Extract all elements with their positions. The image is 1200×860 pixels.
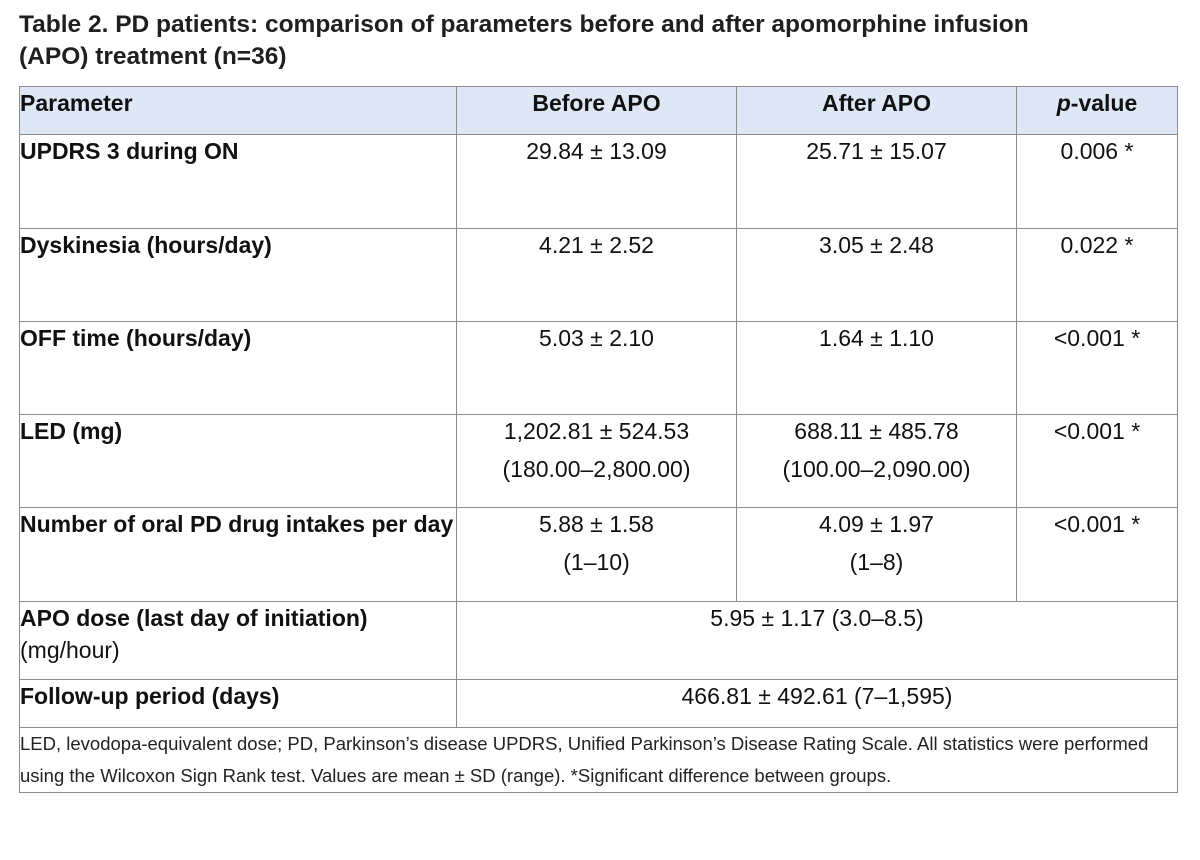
row-after-mean: 688.11 ± 485.78 <box>794 418 959 444</box>
row-before: 1,202.81 ± 524.53 (180.00–2,800.00) <box>456 414 737 508</box>
row-before: 5.88 ± 1.58 (1–10) <box>456 507 737 602</box>
row-after: 688.11 ± 485.78 (100.00–2,090.00) <box>736 414 1017 508</box>
row-before-range: (1–10) <box>563 549 630 575</box>
row-parameter: Dyskinesia (hours/day) <box>19 228 457 322</box>
caption-line-2: (APO) treatment (n=36) <box>19 43 287 70</box>
row-after-mean: 4.09 ± 1.97 <box>819 511 934 537</box>
results-table: Parameter Before APO After APO p-value U… <box>19 86 1178 793</box>
follow-up-parameter: Follow-up period (days) <box>19 679 457 728</box>
row-p-value: <0.001 * <box>1016 414 1178 508</box>
apo-dose-value: 5.95 ± 1.17 (3.0–8.5) <box>456 601 1178 680</box>
row-after-range: (1–8) <box>849 549 904 575</box>
table-footnote: LED, levodopa-equivalent dose; PD, Parki… <box>19 727 1178 793</box>
apo-dose-row: APO dose (last day of initiation) (mg/ho… <box>19 601 1178 680</box>
row-before-mean: 1,202.81 ± 524.53 <box>503 418 690 444</box>
header-row: Parameter Before APO After APO p-value <box>19 86 1178 135</box>
row-parameter: Number of oral PD drug intakes per day <box>19 507 457 602</box>
follow-up-row: Follow-up period (days) 466.81 ± 492.61 … <box>19 679 1178 728</box>
follow-up-value: 466.81 ± 492.61 (7–1,595) <box>456 679 1178 728</box>
row-p-value: <0.001 * <box>1016 507 1178 602</box>
row-after: 3.05 ± 2.48 <box>736 228 1017 322</box>
row-before-mean: 5.88 ± 1.58 <box>539 511 654 537</box>
row-after: 1.64 ± 1.10 <box>736 321 1017 415</box>
header-before: Before APO <box>456 86 737 135</box>
row-after-range: (100.00–2,090.00) <box>782 456 971 482</box>
row-before: 4.21 ± 2.52 <box>456 228 737 322</box>
header-p-value: p-value <box>1016 86 1178 135</box>
header-p-rest: -value <box>1070 90 1138 116</box>
row-after: 4.09 ± 1.97 (1–8) <box>736 507 1017 602</box>
table-row: UPDRS 3 during ON 29.84 ± 13.09 25.71 ± … <box>19 134 1178 229</box>
row-before: 5.03 ± 2.10 <box>456 321 737 415</box>
table-row: Number of oral PD drug intakes per day 5… <box>19 507 1178 602</box>
row-parameter: OFF time (hours/day) <box>19 321 457 415</box>
row-parameter: LED (mg) <box>19 414 457 508</box>
apo-dose-unit: (mg/hour) <box>20 637 120 663</box>
table-row: Dyskinesia (hours/day) 4.21 ± 2.52 3.05 … <box>19 228 1178 322</box>
row-after: 25.71 ± 15.07 <box>736 134 1017 229</box>
row-parameter: UPDRS 3 during ON <box>19 134 457 229</box>
row-p-value: 0.022 * <box>1016 228 1178 322</box>
apo-dose-parameter: APO dose (last day of initiation) (mg/ho… <box>19 601 457 680</box>
footnote-row: LED, levodopa-equivalent dose; PD, Parki… <box>19 727 1178 793</box>
caption-line-1: Table 2. PD patients: comparison of para… <box>19 11 1029 38</box>
table-row: OFF time (hours/day) 5.03 ± 2.10 1.64 ± … <box>19 321 1178 415</box>
row-p-value: 0.006 * <box>1016 134 1178 229</box>
header-p-italic: p <box>1056 90 1071 116</box>
row-before: 29.84 ± 13.09 <box>456 134 737 229</box>
table-row: LED (mg) 1,202.81 ± 524.53 (180.00–2,800… <box>19 414 1178 508</box>
header-parameter: Parameter <box>19 86 457 135</box>
table-caption: Table 2. PD patients: comparison of para… <box>19 9 1179 73</box>
apo-dose-label: APO dose (last day of initiation) <box>20 605 368 631</box>
row-before-range: (180.00–2,800.00) <box>502 456 691 482</box>
header-after: After APO <box>736 86 1017 135</box>
row-p-value: <0.001 * <box>1016 321 1178 415</box>
